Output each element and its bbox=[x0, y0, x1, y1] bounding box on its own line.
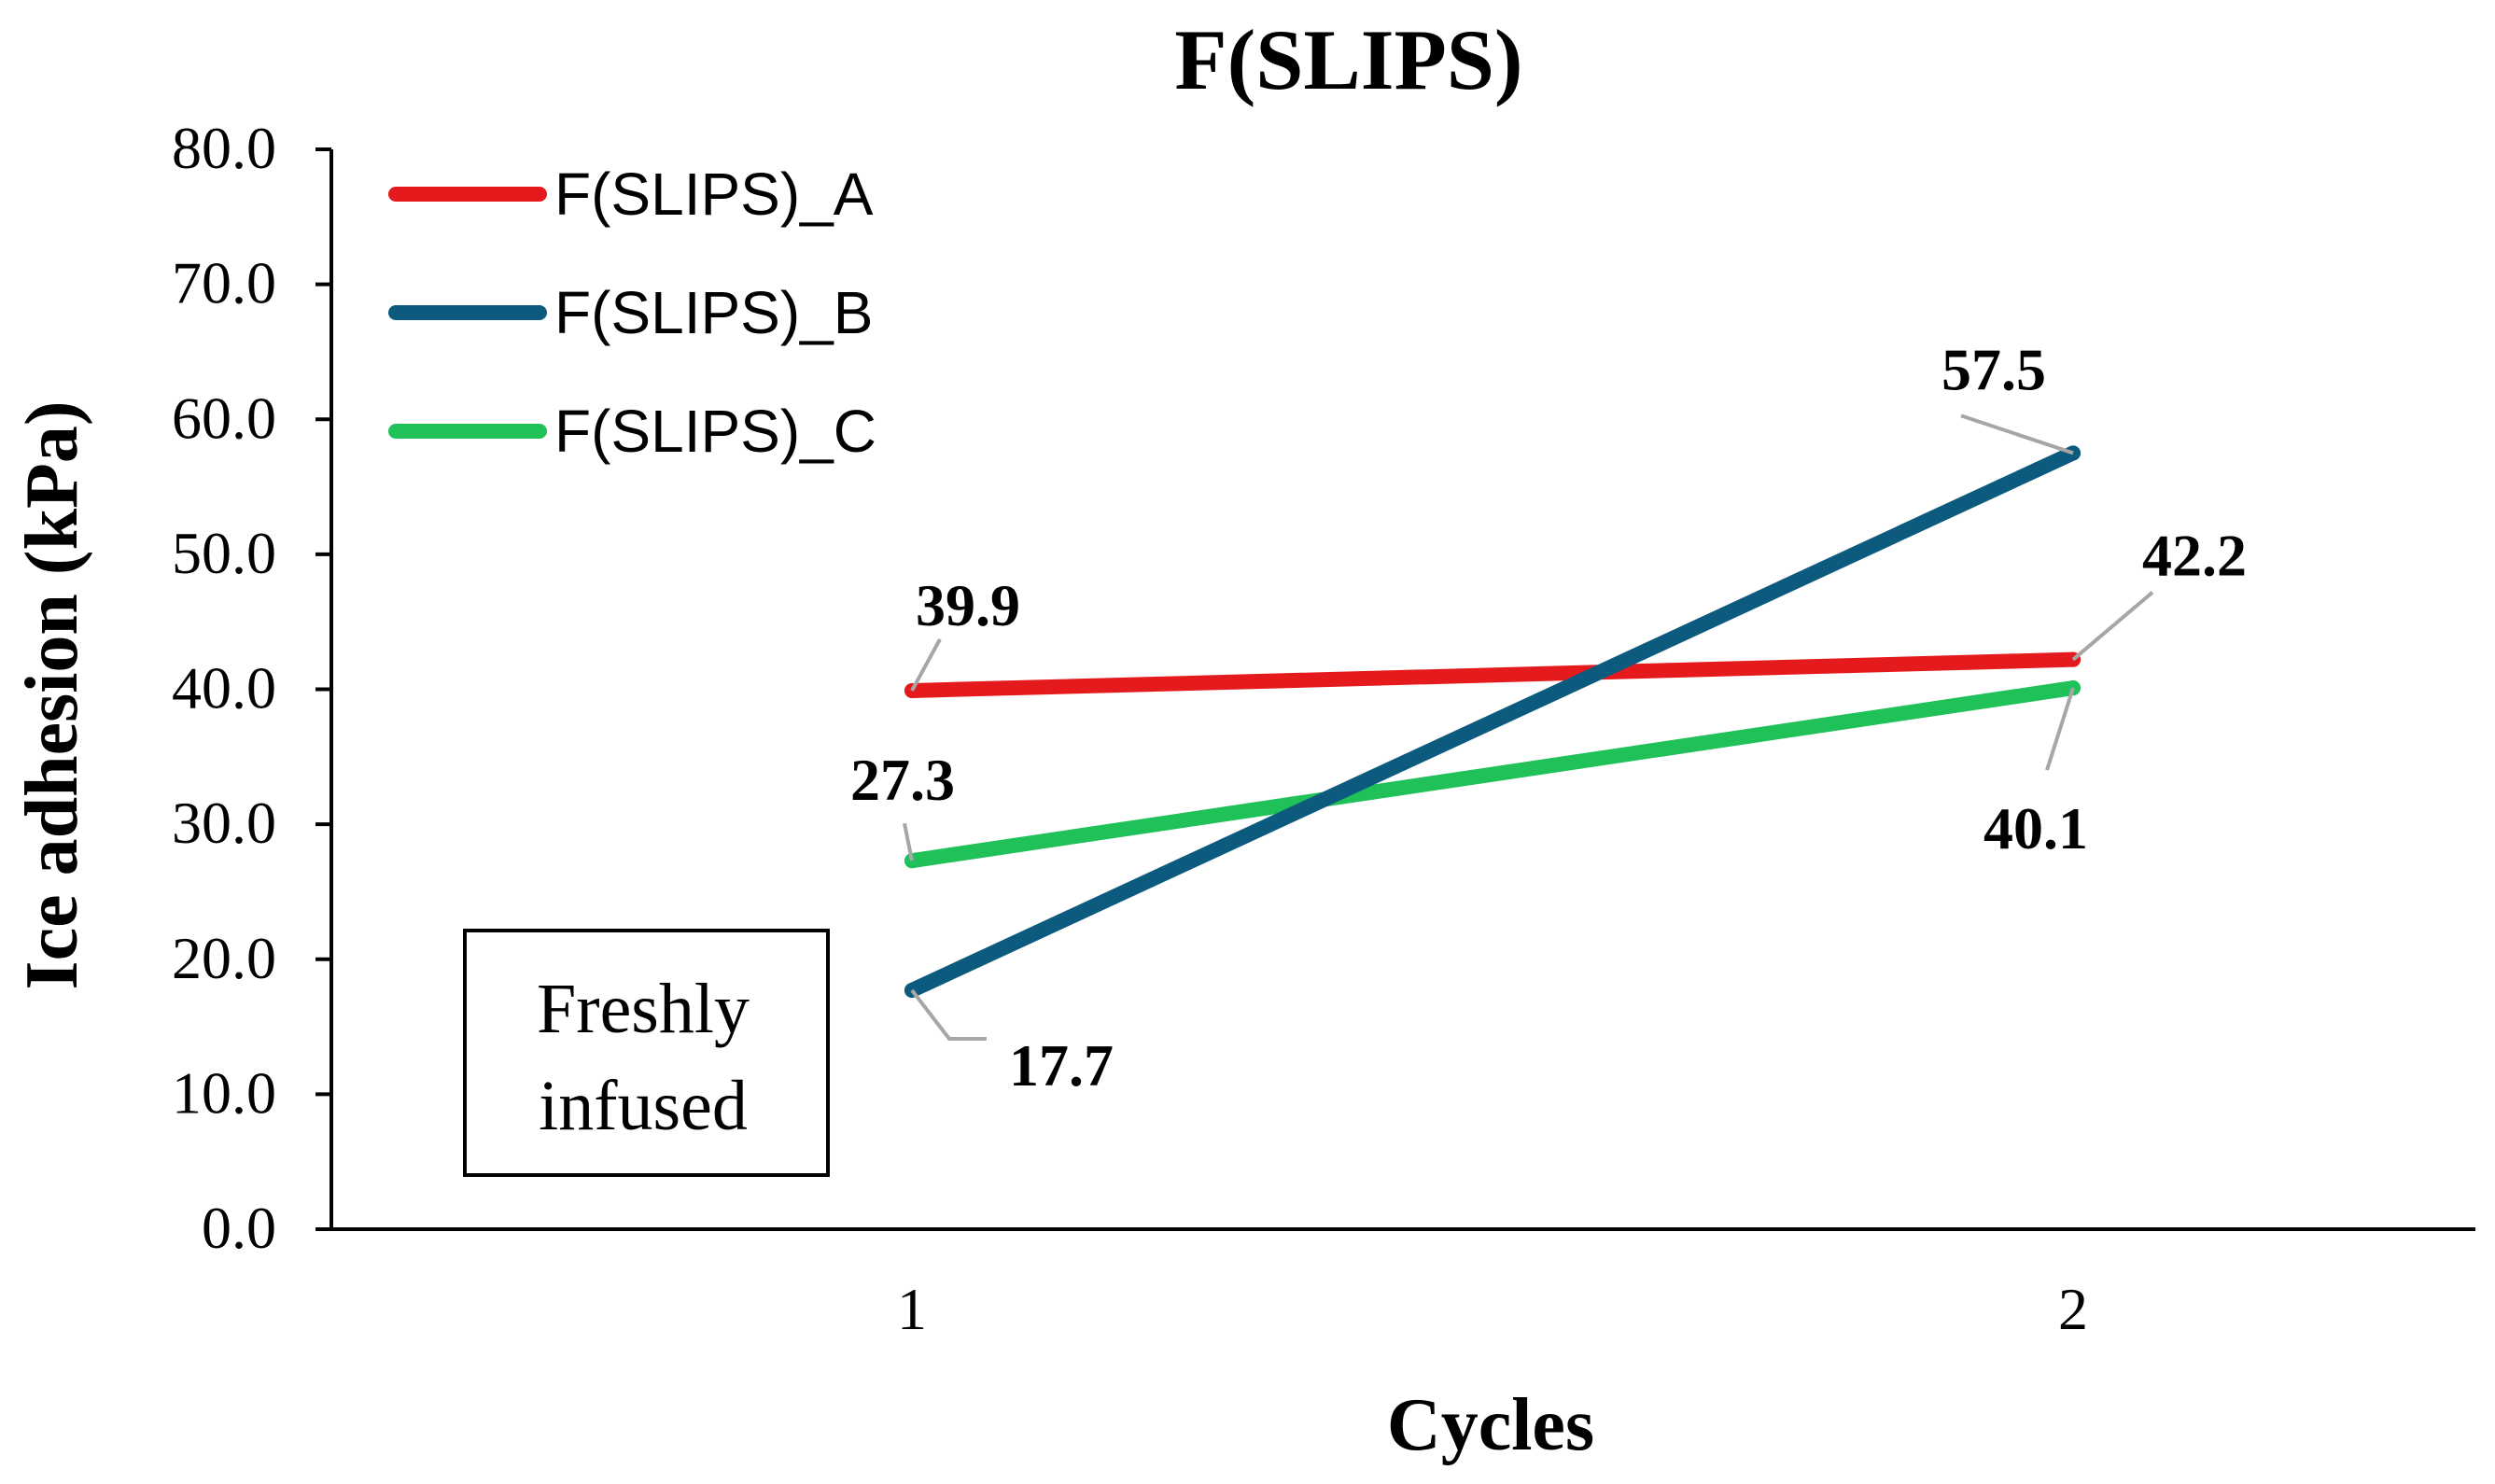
annotation-line-1: Freshly bbox=[537, 970, 750, 1048]
leader-line bbox=[910, 988, 987, 1042]
data-label-leaders bbox=[903, 413, 2154, 1042]
y-tick-label: 30.0 bbox=[172, 790, 276, 856]
legend: F(SLIPS)_A F(SLIPS)_B F(SLIPS)_C bbox=[388, 161, 876, 465]
y-tick-label: 10.0 bbox=[172, 1059, 276, 1126]
legend-label: F(SLIPS)_A bbox=[554, 161, 874, 228]
data-label: 27.3 bbox=[850, 747, 955, 813]
x-axis-label: Cycles bbox=[1387, 1384, 1594, 1466]
data-label: 42.2 bbox=[2142, 523, 2247, 589]
leader-line bbox=[1960, 413, 2074, 455]
y-tick-label: 50.0 bbox=[172, 520, 276, 586]
series-line-a bbox=[904, 651, 2081, 698]
data-label: 39.9 bbox=[916, 572, 1020, 638]
leader-line bbox=[2045, 687, 2075, 771]
data-labels: 39.9 42.2 17.7 57.5 27.3 40.1 bbox=[850, 336, 2247, 1099]
leader-line bbox=[910, 637, 942, 692]
y-tick-label: 40.0 bbox=[172, 655, 276, 721]
series-line-c bbox=[904, 680, 2081, 869]
annotation-box: Freshly infused bbox=[463, 929, 830, 1177]
leader-line bbox=[2071, 591, 2154, 662]
series-line-b bbox=[904, 445, 2081, 999]
y-axis-label: Ice adhesion (kPa) bbox=[11, 400, 93, 989]
annotation-line-2: infused bbox=[539, 1067, 748, 1145]
x-tick-label: 2 bbox=[2058, 1276, 2088, 1342]
legend-label: F(SLIPS)_C bbox=[554, 398, 876, 465]
x-tick-label: 1 bbox=[897, 1276, 927, 1342]
legend-label: F(SLIPS)_B bbox=[554, 279, 873, 346]
y-tick-label: 60.0 bbox=[172, 385, 276, 451]
y-tick-label: 20.0 bbox=[172, 925, 276, 991]
y-tick-label: 70.0 bbox=[172, 250, 276, 316]
data-label: 40.1 bbox=[1983, 795, 2088, 861]
y-tick-label: 0.0 bbox=[202, 1195, 276, 1261]
data-label: 17.7 bbox=[1009, 1032, 1114, 1099]
y-axis-ticks: 0.0 10.0 20.0 30.0 40.0 50.0 60.0 70.0 80.0 bbox=[172, 115, 331, 1261]
y-tick-label: 80.0 bbox=[172, 115, 276, 181]
data-label: 57.5 bbox=[1941, 336, 2046, 402]
series-lines bbox=[904, 445, 2081, 999]
chart-title: F(SLIPS) bbox=[1174, 12, 1522, 107]
leader-line bbox=[903, 822, 914, 861]
annotation-frame bbox=[463, 929, 830, 1177]
